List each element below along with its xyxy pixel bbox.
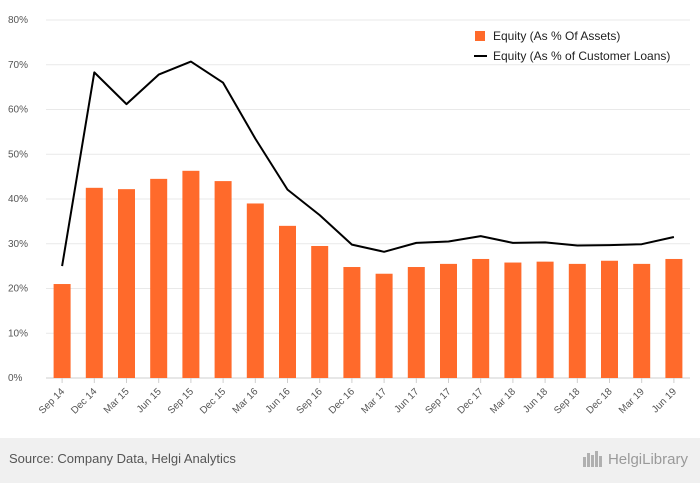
bar	[279, 225, 296, 378]
footer: Source: Company Data, Helgi Analytics He…	[0, 438, 700, 483]
bar	[665, 258, 683, 378]
bar	[214, 181, 232, 378]
x-tick-label: Dec 14	[69, 386, 99, 416]
bar	[633, 263, 651, 378]
x-tick-label: Mar 17	[359, 386, 389, 416]
bar	[182, 170, 200, 378]
x-tick-label: Mar 16	[231, 386, 261, 416]
brand-name: HelgiLibrary	[607, 450, 688, 468]
bar-series	[53, 170, 683, 378]
legend-swatch-bar	[475, 31, 485, 41]
bar	[85, 187, 103, 378]
x-tick-label: Jun 19	[650, 386, 679, 415]
bar	[53, 284, 71, 378]
bar	[568, 263, 586, 378]
y-tick-label: 20%	[8, 284, 28, 295]
bar	[504, 262, 522, 378]
y-tick-label: 0%	[8, 373, 23, 384]
bar	[118, 189, 135, 378]
bar	[440, 263, 457, 378]
y-tick-label: 80%	[8, 15, 28, 26]
y-tick-label: 10%	[8, 328, 28, 339]
bar	[472, 258, 490, 378]
bar	[343, 267, 361, 378]
brand: HelgiLibrary	[582, 450, 688, 468]
x-tick-label: Jun 18	[521, 386, 550, 415]
x-tick-label: Sep 18	[552, 386, 582, 416]
source-note: Source: Company Data, Helgi Analytics	[9, 451, 236, 466]
bar	[536, 261, 554, 378]
x-tick-label: Dec 17	[456, 386, 486, 416]
bar	[375, 273, 393, 378]
x-tick-label: Sep 15	[166, 386, 196, 416]
x-tick-label: Dec 16	[327, 386, 357, 416]
y-tick-label: 50%	[8, 149, 28, 160]
legend-label-line: Equity (As % of Customer Loans)	[493, 49, 670, 63]
line-series	[61, 60, 675, 267]
bar	[601, 260, 618, 378]
bar	[150, 178, 168, 378]
x-axis-ticks: Sep 14 Dec 14 Mar 15 Jun 15 Sep 15 Dec 15 Mar …	[37, 378, 679, 417]
y-axis-ticks: 0% 10% 20% 30% 40% 50% 60% 70% 80%	[8, 15, 28, 384]
bar	[407, 267, 425, 378]
grid-lines	[46, 19, 690, 379]
library-logo-icon	[582, 451, 602, 467]
x-tick-label: Sep 17	[423, 386, 453, 416]
y-tick-label: 30%	[8, 239, 28, 250]
y-tick-label: 70%	[8, 60, 28, 71]
x-tick-label: Mar 19	[617, 386, 647, 416]
x-tick-label: Dec 18	[584, 386, 614, 416]
x-tick-label: Jun 17	[392, 386, 421, 415]
x-tick-label: Mar 18	[488, 386, 518, 416]
bar	[246, 203, 264, 378]
x-tick-label: Sep 16	[295, 386, 325, 416]
x-tick-label: Jun 16	[264, 386, 293, 415]
chart: 0%10%20%30%40%50%60%70%80% Sep 14 Dec 14 M…	[8, 15, 690, 417]
x-tick-label: Sep 14	[37, 386, 67, 416]
bar	[311, 245, 329, 378]
y-tick-label: 60%	[8, 105, 28, 116]
x-tick-label: Jun 15	[135, 386, 164, 415]
x-tick-label: Dec 15	[198, 386, 228, 416]
y-tick-label: 40%	[8, 194, 28, 205]
x-tick-label: Mar 15	[102, 386, 132, 416]
line-path	[61, 60, 675, 267]
legend: Equity (As % Of Assets) Equity (As % of …	[474, 29, 670, 63]
legend-label-bar: Equity (As % Of Assets)	[493, 29, 620, 43]
